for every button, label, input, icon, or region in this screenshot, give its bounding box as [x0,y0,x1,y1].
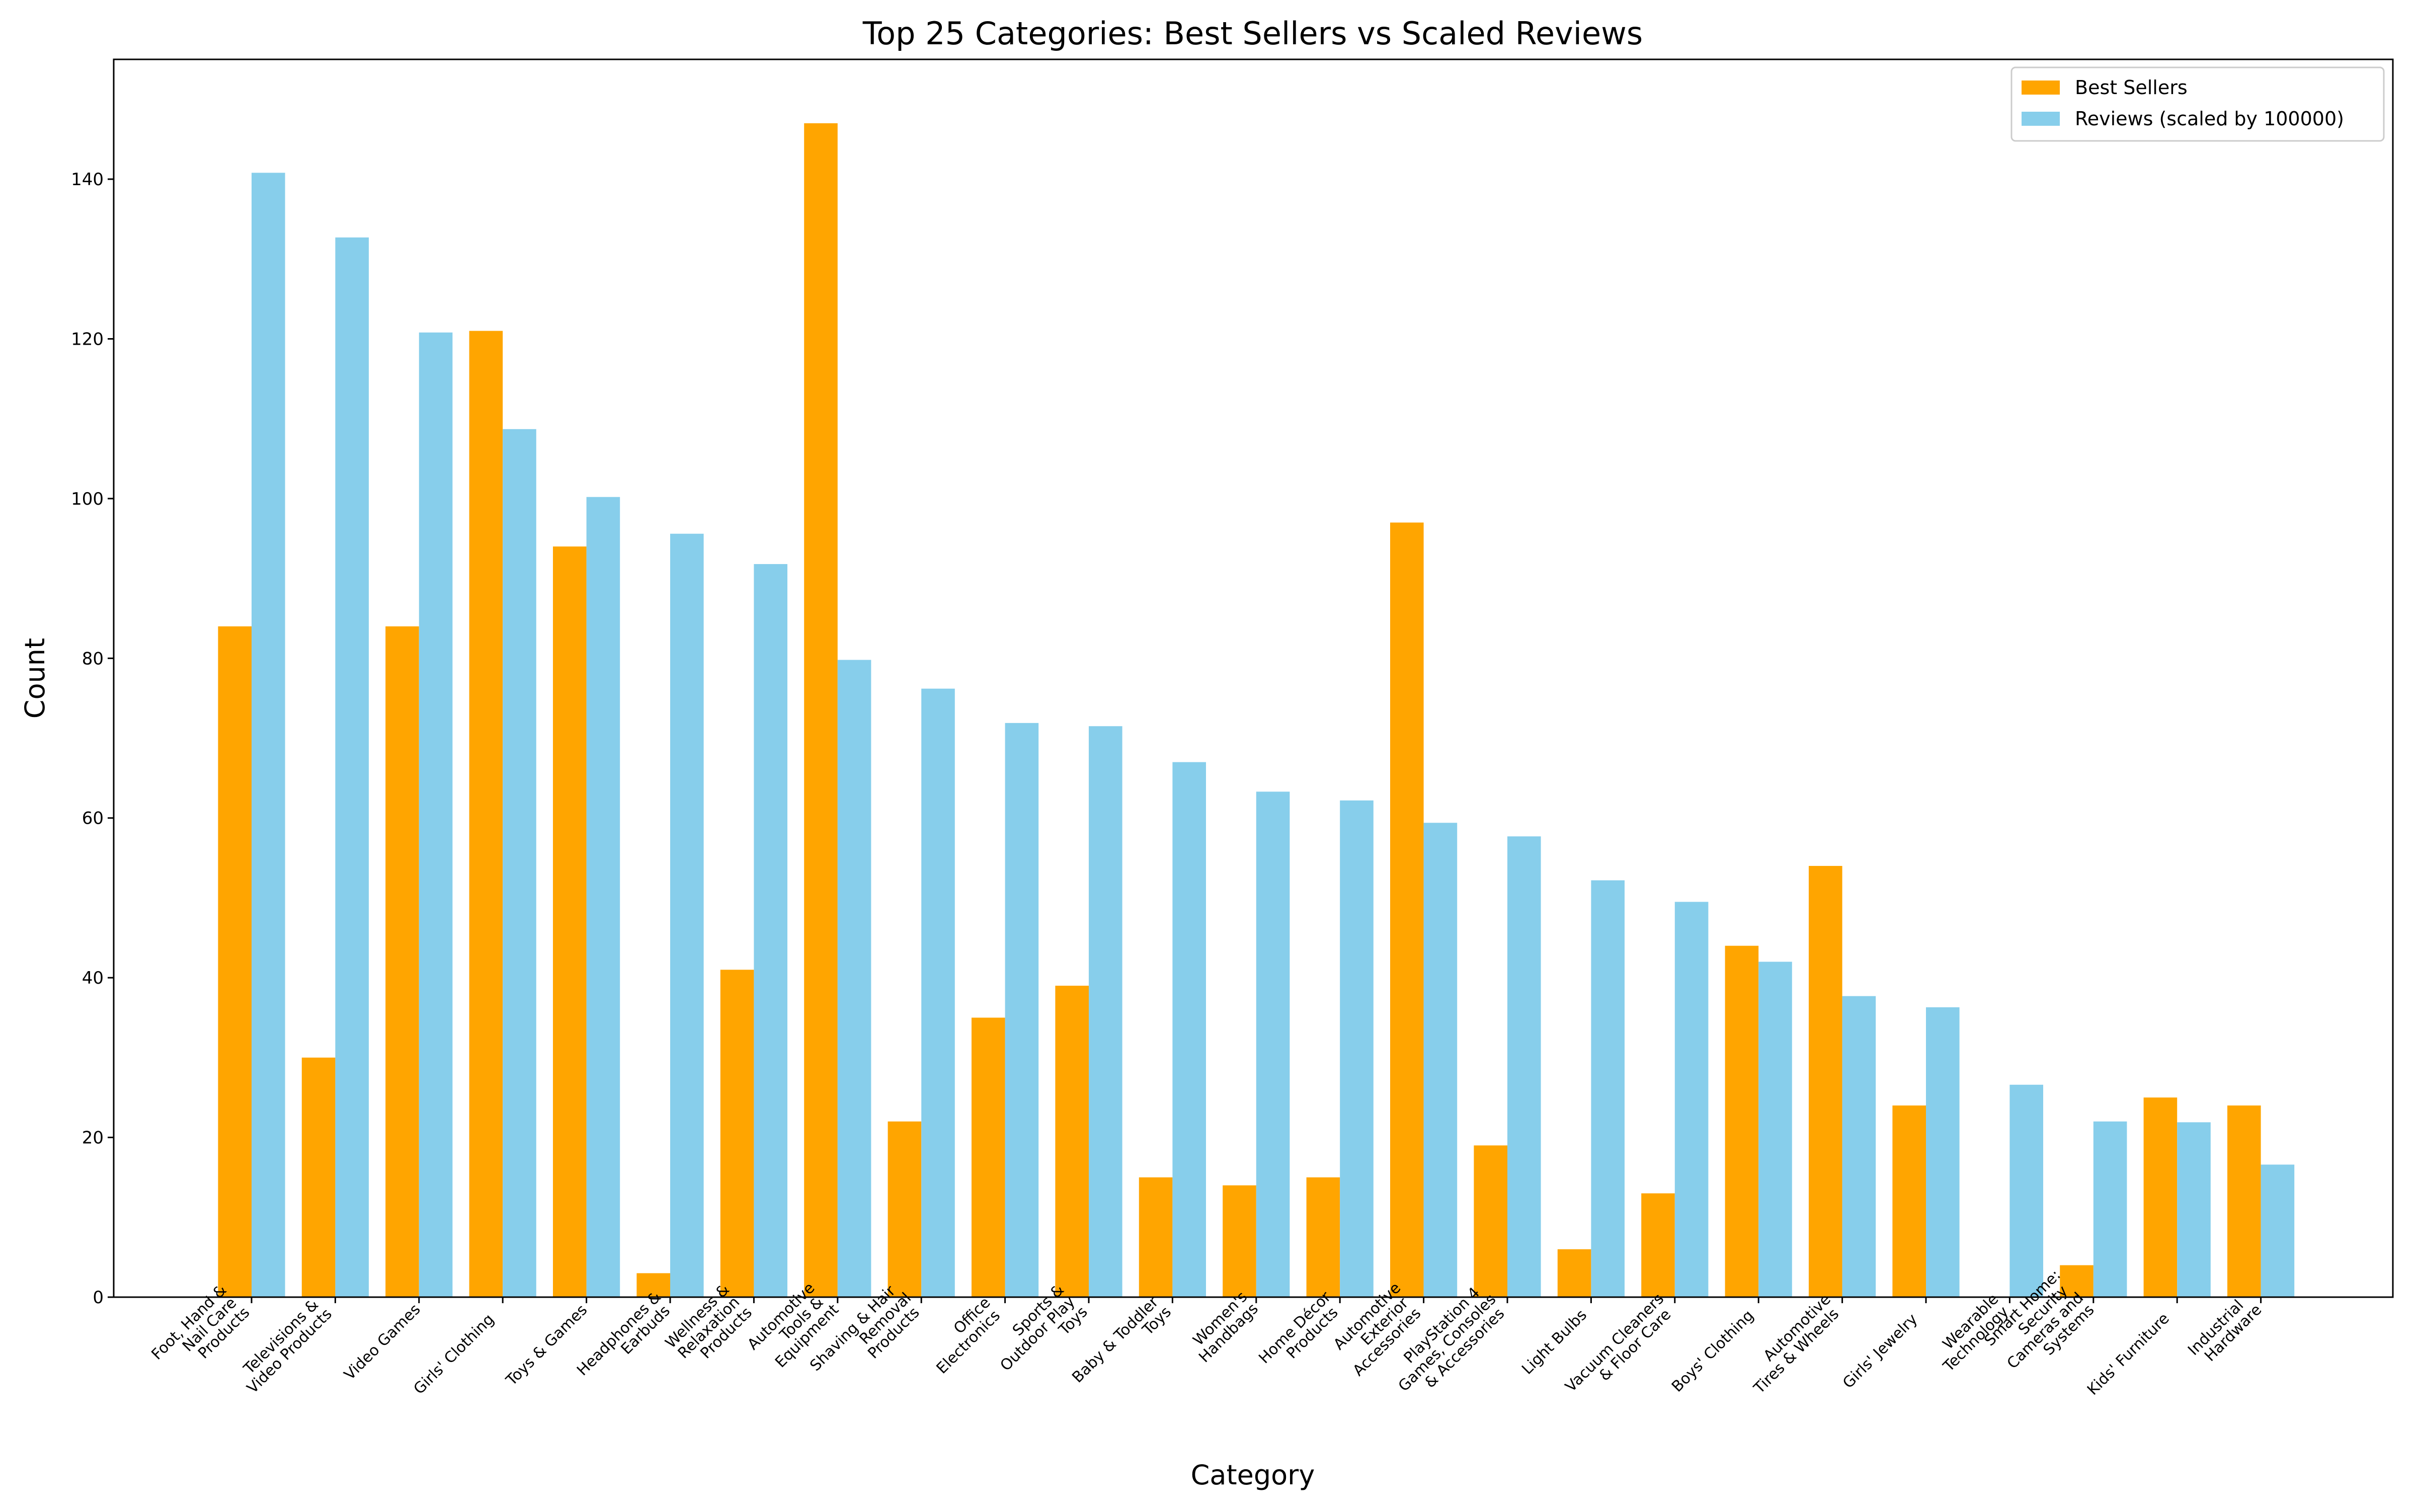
bar-reviews-scaled-by-100000-industrial-hardware [2261,1164,2295,1297]
bar-best-sellers-toys-games [553,546,587,1297]
bar-reviews-scaled-by-100000-foot-hand-nail-care-products [252,173,285,1298]
y-tick-label: 140 [71,170,104,190]
bar-reviews-scaled-by-100000-automotive-tools-equipment [837,660,871,1297]
bar-best-sellers-automotive-exterior-accessories [1390,522,1424,1297]
bars-layer [218,123,2295,1298]
bar-reviews-scaled-by-100000-women-s-handbags [1256,791,1290,1297]
bar-best-sellers-boys-clothing [1725,945,1759,1297]
bar-reviews-scaled-by-100000-vacuum-cleaners-floor-care [1674,902,1709,1297]
bar-reviews-scaled-by-100000-televisions-video-products [335,237,369,1297]
bar-best-sellers-smart-home-security-cameras-and-systems [2060,1265,2094,1297]
bar-reviews-scaled-by-100000-automotive-exterior-accessories [1423,823,1458,1297]
bar-best-sellers-video-games [385,626,419,1297]
bar-reviews-scaled-by-100000-smart-home-security-cameras-and-systems [2093,1121,2127,1297]
bar-reviews-scaled-by-100000-wellness-relaxation-products [754,564,787,1297]
bar-reviews-scaled-by-100000-baby-toddler-toys [1172,762,1206,1297]
y-tick-label: 40 [82,968,104,988]
bar-reviews-scaled-by-100000-sports-outdoor-play-toys [1089,726,1122,1297]
y-tick-label: 20 [82,1128,104,1148]
bar-reviews-scaled-by-100000-video-games [419,332,453,1297]
bar-best-sellers-headphones-earbuds [636,1273,670,1297]
bar-best-sellers-automotive-tires-wheels [1809,865,1842,1297]
legend-label-best-sellers: Best Sellers [2075,76,2188,99]
bar-best-sellers-automotive-tools-equipment [804,123,838,1297]
bar-best-sellers-home-d-cor-products [1306,1177,1340,1297]
bar-reviews-scaled-by-100000-girls-clothing [503,429,536,1297]
legend-swatch-best-sellers [2022,81,2060,95]
bar-reviews-scaled-by-100000-light-bulbs [1591,880,1625,1297]
bar-best-sellers-vacuum-cleaners-floor-care [1641,1193,1675,1297]
bar-best-sellers-televisions-video-products [301,1057,336,1297]
bar-best-sellers-foot-hand-nail-care-products [218,626,252,1297]
bar-best-sellers-girls-clothing [469,331,503,1297]
bar-reviews-scaled-by-100000-office-electronics [1005,723,1039,1297]
bar-best-sellers-playstation-4-games-consoles-accessories [1474,1145,1507,1297]
bar-best-sellers-wellness-relaxation-products [720,970,754,1297]
y-tick-label: 120 [71,329,104,349]
bar-best-sellers-sports-outdoor-play-toys [1055,986,1089,1297]
bar-reviews-scaled-by-100000-playstation-4-games-consoles-accessories [1507,836,1541,1297]
bar-best-sellers-industrial-hardware [2227,1105,2261,1297]
y-tick-label: 0 [93,1288,104,1308]
y-axis-title: Count [19,638,51,719]
y-tick-label: 80 [82,649,104,669]
legend-swatch-reviews [2022,112,2060,126]
bar-reviews-scaled-by-100000-toys-games [586,497,620,1297]
bar-reviews-scaled-by-100000-wearable-technology [2009,1084,2043,1297]
bar-best-sellers-baby-toddler-toys [1139,1177,1173,1297]
x-axis-title: Category [1191,1459,1315,1491]
bar-reviews-scaled-by-100000-automotive-tires-wheels [1842,996,1876,1297]
bar-best-sellers-office-electronics [972,1017,1005,1297]
bar-best-sellers-kids-furniture [2143,1097,2178,1297]
y-tick-label: 60 [82,809,104,829]
legend-box [2010,66,2385,142]
y-tick-label: 100 [71,489,104,509]
plot-frame [113,58,2394,1298]
bar-best-sellers-girls-jewelry [1892,1105,1926,1297]
legend-label-reviews: Reviews (scaled by 100000) [2075,108,2344,130]
bar-reviews-scaled-by-100000-kids-furniture [2177,1122,2211,1297]
bar-reviews-scaled-by-100000-boys-clothing [1758,962,1792,1297]
bar-best-sellers-shaving-hair-removal-products [888,1121,922,1297]
chart-title: Top 25 Categories: Best Sellers vs Scale… [862,15,1643,52]
bar-reviews-scaled-by-100000-girls-jewelry [1926,1007,1960,1297]
bar-reviews-scaled-by-100000-home-d-cor-products [1340,800,1374,1297]
y-axis: 0 20 40 60 80 100 120 140 [71,170,114,1308]
bar-best-sellers-women-s-handbags [1223,1185,1256,1297]
bar-reviews-scaled-by-100000-headphones-earbuds [670,533,704,1297]
bar-best-sellers-light-bulbs [1557,1249,1591,1297]
bar-reviews-scaled-by-100000-shaving-hair-removal-products [921,688,955,1297]
legend: Best Sellers Reviews (scaled by 100000) [2010,66,2385,142]
